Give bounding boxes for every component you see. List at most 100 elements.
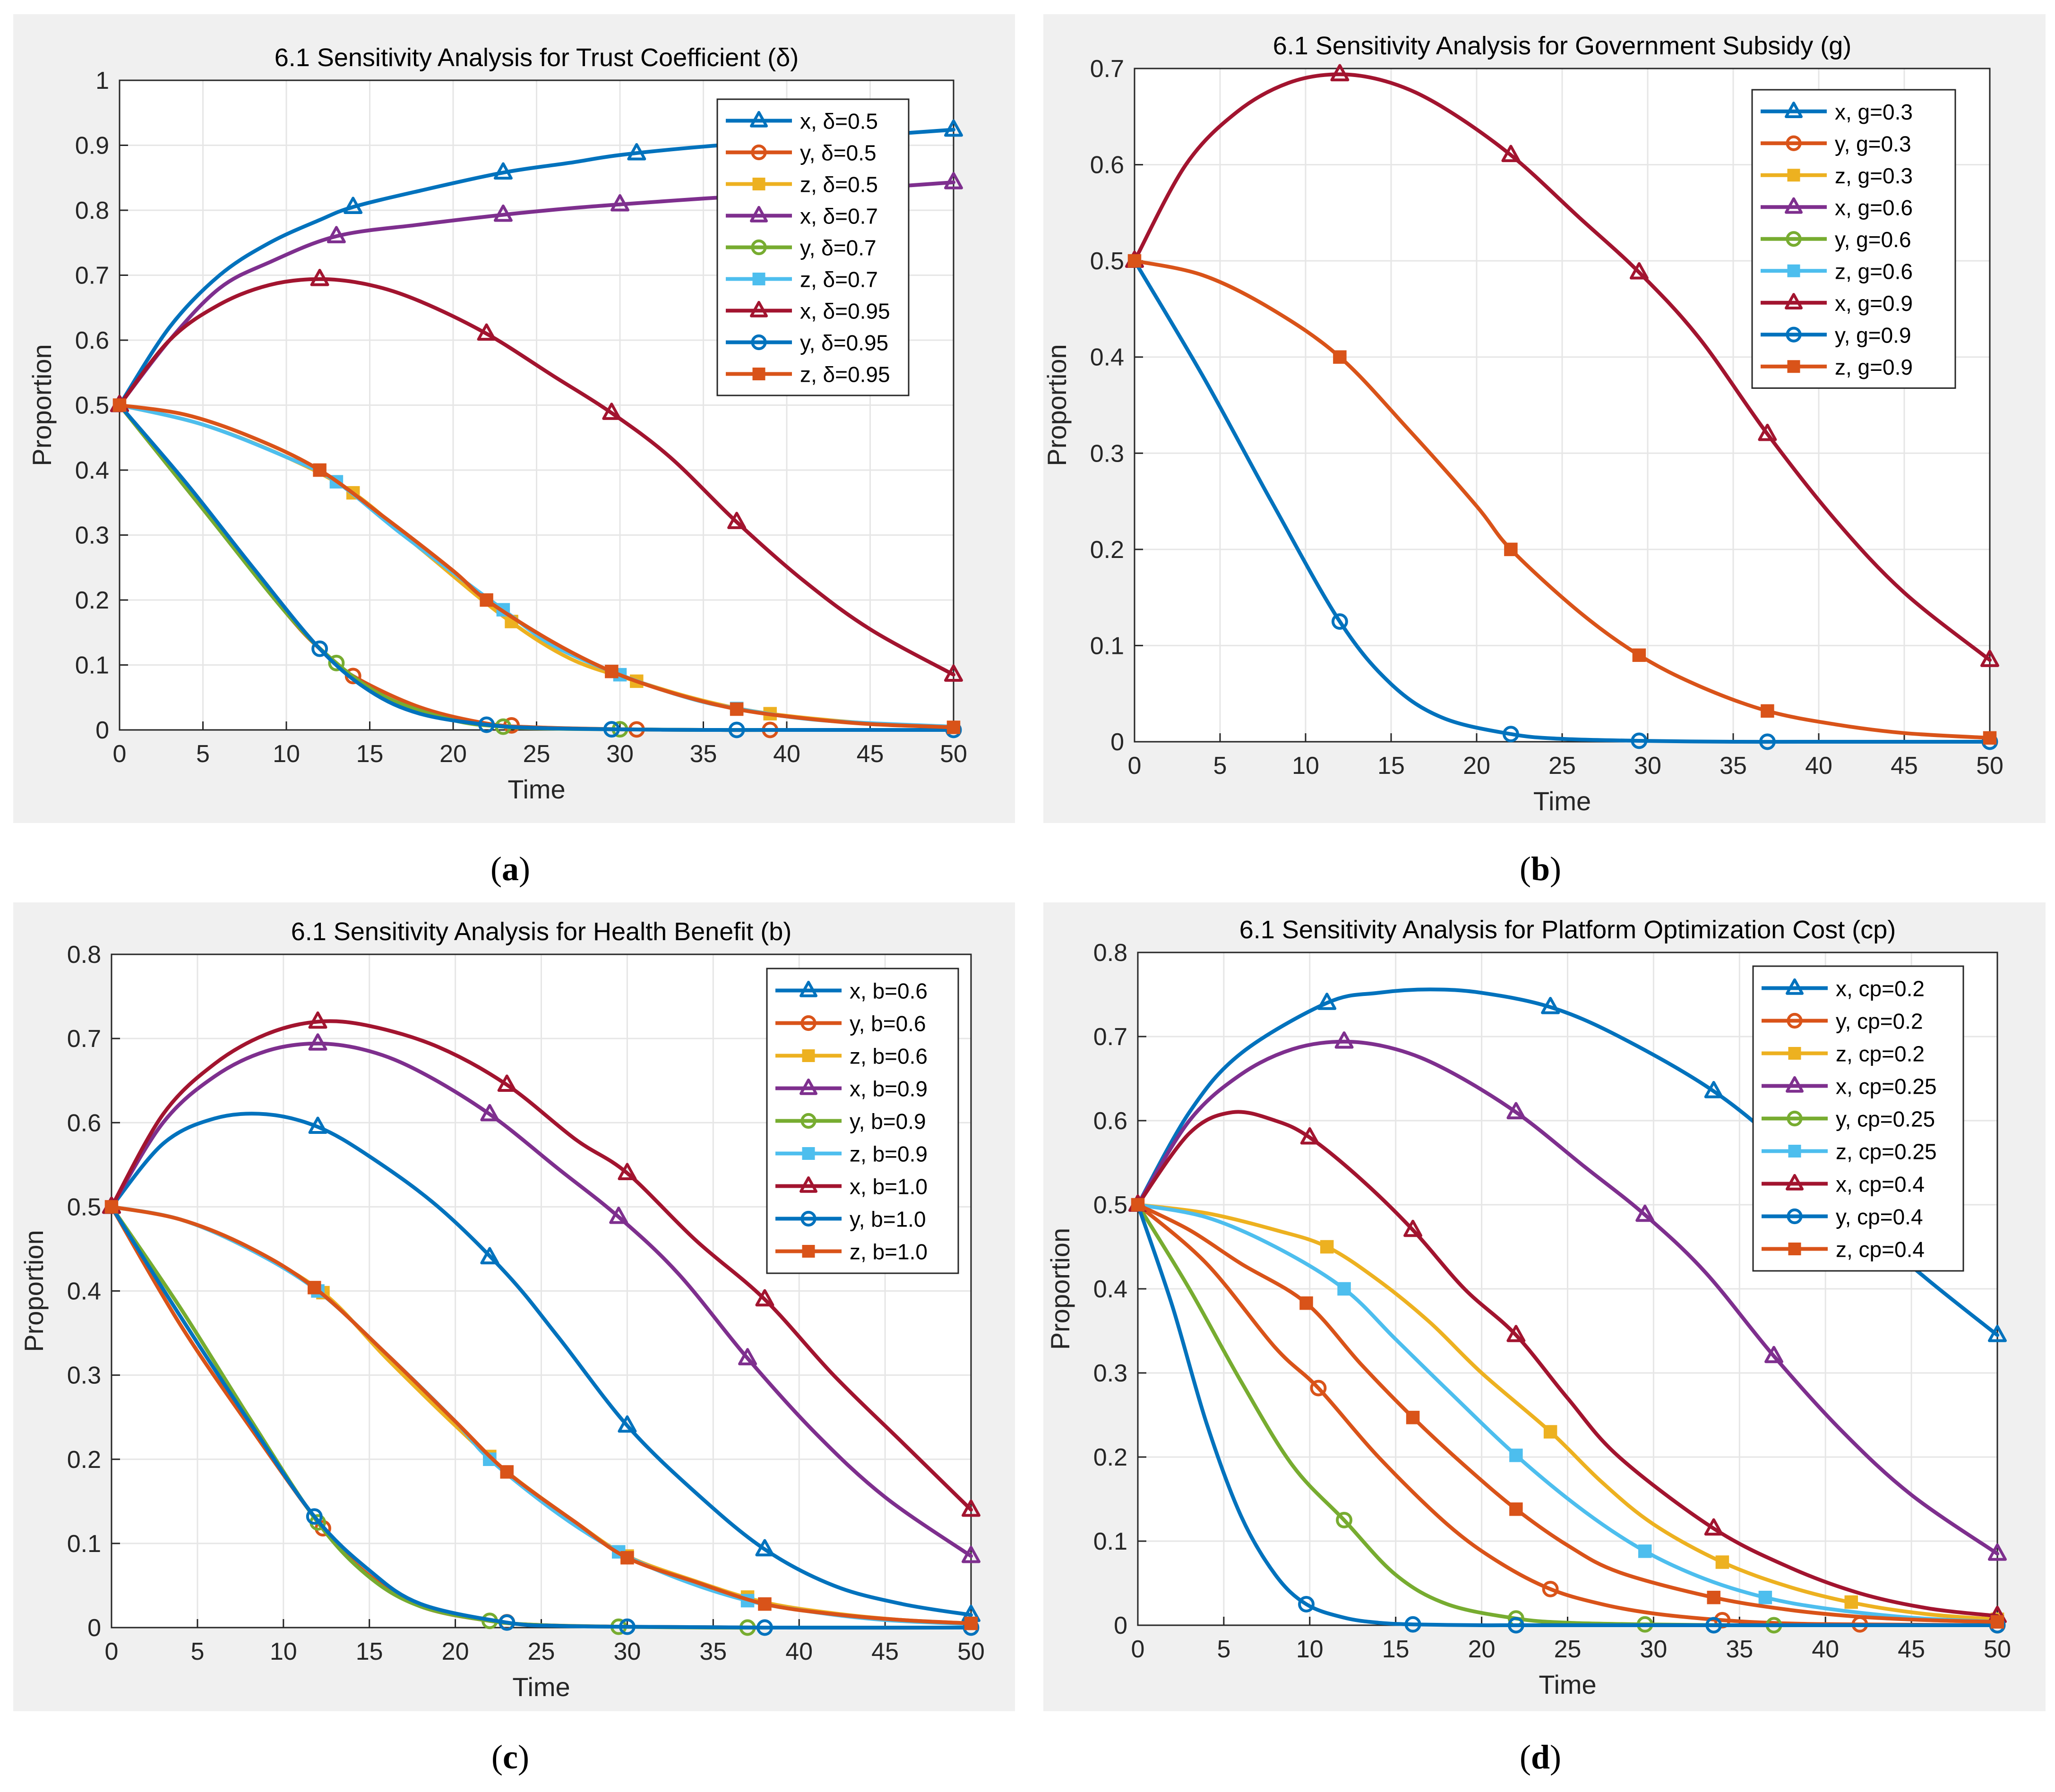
series-line	[118, 403, 955, 732]
x-tick-label: 5	[1217, 1636, 1230, 1663]
legend-marker	[1786, 1174, 1804, 1191]
series-line	[1136, 1203, 1999, 1624]
data-marker	[1715, 1555, 1729, 1569]
series	[110, 1205, 980, 1636]
data-marker	[946, 720, 961, 734]
data-marker	[1707, 1591, 1720, 1604]
series-line	[1136, 1203, 1999, 1628]
data-marker	[619, 1618, 636, 1635]
data-marker	[1300, 1127, 1319, 1145]
y-tick-label: 0.6	[75, 327, 109, 354]
legend-marker	[802, 1049, 815, 1062]
legend-label: x, cp=0.25	[1836, 1074, 1937, 1099]
panel-b: 0 5 10 15 20 25 30 35 40 45 50 0 0.1 0.2 0.3 0.4 0.5 0.6 0…	[1043, 14, 2046, 823]
data-marker	[728, 721, 745, 738]
legend-label: y, cp=0.25	[1836, 1107, 1935, 1132]
y-axis-label: Proportion	[19, 1230, 49, 1352]
data-marker	[1506, 1325, 1526, 1342]
y-tick-label: 0.4	[1090, 344, 1124, 371]
data-marker	[962, 1499, 980, 1517]
y-tick-label: 0.8	[75, 197, 109, 224]
caption-c: (c)	[491, 1738, 529, 1776]
data-marker	[1298, 1596, 1315, 1612]
legend: x, g=0.3 y, g=0.3 z, g=0.3 x, g=0.6 y, g=0.6…	[1751, 89, 1956, 389]
legend-marker	[750, 300, 768, 317]
data-marker	[944, 664, 963, 682]
y-tick-label: 0.7	[67, 1025, 101, 1053]
data-marker	[1980, 650, 1999, 667]
legend-label: y, δ=0.95	[800, 331, 888, 355]
data-marker	[497, 1074, 516, 1092]
series-line	[110, 1205, 973, 1626]
data-marker	[1506, 1102, 1526, 1120]
x-tick-label: 30	[613, 1638, 641, 1665]
y-tick-label: 0.6	[1093, 1107, 1127, 1135]
data-marker	[1541, 997, 1560, 1014]
x-tick-label: 45	[1898, 1636, 1925, 1663]
y-tick-label: 0.6	[67, 1109, 101, 1137]
y-tick-label: 0.3	[1093, 1360, 1127, 1387]
legend-marker	[1788, 1047, 1801, 1060]
data-marker	[618, 1163, 637, 1181]
data-marker	[603, 721, 620, 738]
legend-marker	[1787, 1208, 1803, 1225]
legend-marker	[1787, 264, 1800, 277]
series	[1127, 254, 1997, 745]
data-marker	[1988, 1543, 2007, 1561]
legend-label: y, b=0.6	[850, 1012, 926, 1036]
legend-label: y, cp=0.4	[1836, 1205, 1923, 1229]
legend-label: y, b=1.0	[850, 1207, 926, 1232]
legend: x, δ=0.5 y, δ=0.5 z, δ=0.5 x, δ=0.7 y, δ=0.7…	[716, 98, 910, 396]
data-marker	[477, 323, 496, 341]
legend-label: z, δ=0.95	[800, 362, 890, 387]
data-marker	[311, 640, 328, 657]
data-marker	[944, 119, 963, 137]
legend-label: x, cp=0.2	[1836, 977, 1925, 1001]
data-marker	[1844, 1595, 1858, 1609]
series-line	[1136, 1110, 1999, 1618]
legend-marker	[802, 1245, 815, 1258]
series-line	[1136, 1039, 1999, 1556]
y-tick-label: 0	[95, 717, 109, 744]
data-marker	[500, 1465, 514, 1479]
data-marker	[1310, 1380, 1327, 1397]
data-marker	[1632, 648, 1646, 662]
y-tick-label: 0	[1110, 729, 1124, 756]
y-tick-label: 0.5	[75, 392, 109, 420]
legend-marker	[751, 144, 767, 161]
x-tick-label: 10	[1296, 1636, 1324, 1663]
data-marker	[1543, 1425, 1557, 1439]
series	[1131, 1198, 2004, 1629]
y-tick-label: 0.1	[1093, 1528, 1127, 1555]
x-tick-label: 30	[606, 740, 634, 768]
data-marker	[1502, 726, 1519, 743]
y-tick-label: 0	[87, 1614, 101, 1642]
data-marker	[1317, 993, 1337, 1010]
x-tick-label: 30	[1634, 752, 1661, 780]
y-tick-label: 0.5	[67, 1193, 101, 1221]
x-tick-label: 20	[1463, 752, 1490, 780]
x-tick-label: 25	[528, 1638, 555, 1665]
data-marker	[609, 1207, 628, 1224]
x-tick-label: 35	[690, 740, 717, 768]
y-tick-label: 0.3	[67, 1362, 101, 1389]
x-tick-label: 5	[196, 740, 210, 768]
x-tick-label: 5	[1213, 752, 1227, 780]
y-tick-label: 0.7	[75, 262, 109, 290]
data-marker	[493, 204, 513, 222]
x-axis-label: Time	[1533, 786, 1591, 816]
data-marker	[605, 665, 619, 678]
chart-a: 0 5 10 15 20 25 30 35 40 45 50 0 0.1 0.2 0.3 0.4 0.5 0.6 0…	[27, 43, 967, 804]
caption-b: (b)	[1519, 850, 1561, 888]
x-axis-label: Time	[1539, 1670, 1596, 1699]
legend-label: x, δ=0.5	[800, 109, 878, 134]
legend-label: y, g=0.6	[1835, 227, 1911, 252]
x-tick-label: 20	[1468, 1636, 1496, 1663]
x-tick-label: 0	[1131, 1636, 1145, 1663]
data-marker	[1336, 1512, 1353, 1528]
data-marker	[308, 1011, 327, 1029]
series-line	[1133, 72, 1992, 662]
legend-marker	[751, 334, 767, 351]
y-tick-label: 0.2	[75, 587, 109, 614]
legend-marker	[1786, 978, 1804, 995]
